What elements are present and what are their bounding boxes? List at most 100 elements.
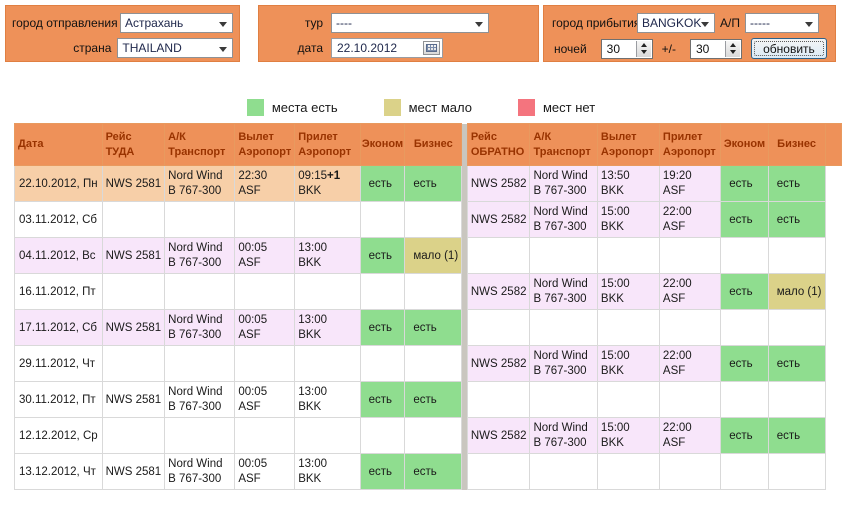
header-outbound-aircraft: А/К Транспорт xyxy=(164,123,236,166)
return-aircraft-cell: Nord Wind B 767-300 xyxy=(529,417,598,454)
nights-value: 30 xyxy=(606,41,621,56)
outbound-econom-cell: есть xyxy=(359,453,406,490)
return-econom-cell: есть xyxy=(720,417,769,454)
outbound-aircraft-cell xyxy=(164,417,236,454)
outbound-departure-cell: 00:05 ASF xyxy=(234,237,296,274)
outbound-arrival-cell xyxy=(294,273,361,310)
calendar-icon[interactable] xyxy=(423,41,440,55)
outbound-arrival-cell: 13:00 BKK xyxy=(294,237,361,274)
header-return-econom: Эконом xyxy=(720,123,769,166)
arrival-city-select[interactable]: BANGKOK xyxy=(637,13,715,33)
return-aircraft-cell: Nord Wind B 767-300 xyxy=(529,201,598,238)
return-departure-cell: 15:00 BKK xyxy=(596,345,660,382)
flight-row[interactable]: 29.11.2012, Чт NWS 2582 Nord Wind B 767-3… xyxy=(14,345,842,382)
chevron-down-icon xyxy=(219,22,227,27)
header-outbound-departure: Вылет Аэропорт xyxy=(234,123,296,166)
airport-value: ----- xyxy=(749,16,770,30)
return-flight-cell: NWS 2582 xyxy=(466,165,531,202)
flights-table-header: Дата Рейс ТУДА А/К Транспорт Вылет Аэроп… xyxy=(14,123,842,166)
return-business-cell xyxy=(767,453,826,490)
outbound-departure-cell xyxy=(234,201,296,238)
date-input[interactable]: 22.10.2012 xyxy=(331,38,443,58)
return-flight-cell xyxy=(466,237,531,274)
arrival-city-value: BANGKOK xyxy=(642,16,702,30)
flight-row[interactable]: 17.11.2012, Сб NWS 2581 Nord Wind B 767-3… xyxy=(14,309,842,346)
header-outbound-arrival: Прилет Аэропорт xyxy=(294,123,361,166)
date-cell: 13.12.2012, Чт xyxy=(14,453,103,490)
outbound-aircraft-cell xyxy=(164,345,236,382)
tour-select[interactable]: ---- xyxy=(331,13,489,33)
country-select[interactable]: THAILAND xyxy=(117,38,233,58)
row-gutter xyxy=(825,273,842,310)
outbound-econom-cell: есть xyxy=(359,165,406,202)
outbound-business-cell: есть xyxy=(404,381,463,418)
departure-city-select[interactable]: Астрахань xyxy=(120,13,233,33)
return-arrival-cell: 22:00 ASF xyxy=(658,417,722,454)
range-label: +/- xyxy=(661,41,676,56)
outbound-business-cell xyxy=(404,201,463,238)
outbound-aircraft-cell: Nord Wind B 767-300 xyxy=(164,453,236,490)
flight-row[interactable]: 22.10.2012, Пн NWS 2581 Nord Wind B 767-3… xyxy=(14,165,842,202)
return-arrival-cell: 22:00 ASF xyxy=(658,273,722,310)
update-button[interactable]: обновить xyxy=(750,38,827,59)
header-return-aircraft: А/К Транспорт xyxy=(529,123,598,166)
chevron-down-icon xyxy=(219,47,227,52)
date-value: 22.10.2012 xyxy=(337,41,398,55)
return-business-cell: есть xyxy=(767,417,826,454)
departure-city-label: город отправления xyxy=(12,16,118,30)
range-stepper[interactable]: 30 xyxy=(689,38,742,59)
flight-row[interactable]: 12.12.2012, Ср NWS 2582 Nord Wind B 767-3… xyxy=(14,417,842,454)
outbound-flight-cell: NWS 2581 xyxy=(101,165,166,202)
flights-table-body: 22.10.2012, Пн NWS 2581 Nord Wind B 767-3… xyxy=(14,165,842,490)
flight-row[interactable]: 13.12.2012, Чт NWS 2581 Nord Wind B 767-3… xyxy=(14,453,842,490)
nights-stepper[interactable]: 30 xyxy=(600,38,653,59)
flight-row[interactable]: 04.11.2012, Вс NWS 2581 Nord Wind B 767-3… xyxy=(14,237,842,274)
return-econom-cell xyxy=(720,381,769,418)
return-departure-cell xyxy=(596,381,660,418)
header-outbound-flight: Рейс ТУДА xyxy=(101,123,166,166)
outbound-econom-cell xyxy=(359,417,406,454)
tour-value: ---- xyxy=(336,16,352,30)
date-cell: 29.11.2012, Чт xyxy=(14,345,103,382)
return-departure-cell xyxy=(596,237,660,274)
table-divider xyxy=(461,237,468,274)
outbound-departure-cell: 00:05 ASF xyxy=(234,453,296,490)
nights-label: ночей xyxy=(554,41,587,56)
date-cell: 17.11.2012, Сб xyxy=(14,309,103,346)
header-gutter xyxy=(825,123,842,166)
return-flight-cell xyxy=(466,381,531,418)
table-divider xyxy=(461,453,468,490)
date-label: дата xyxy=(297,41,323,55)
legend-item-none: мест нет xyxy=(517,99,596,116)
return-aircraft-cell: Nord Wind B 767-300 xyxy=(529,165,598,202)
spinner-arrows-icon[interactable] xyxy=(724,40,740,57)
legend-item-available: места есть xyxy=(246,99,338,116)
flight-row[interactable]: 30.11.2012, Пт NWS 2581 Nord Wind B 767-3… xyxy=(14,381,842,418)
legend-label: мест нет xyxy=(542,100,596,115)
flight-row[interactable]: 16.11.2012, Пт NWS 2582 Nord Wind B 767-3… xyxy=(14,273,842,310)
flight-row[interactable]: 03.11.2012, Сб NWS 2582 Nord Wind B 767-3… xyxy=(14,201,842,238)
return-aircraft-cell: Nord Wind B 767-300 xyxy=(529,273,598,310)
outbound-departure-cell: 00:05 ASF xyxy=(234,381,296,418)
outbound-departure-cell: 22:30 ASF xyxy=(234,165,296,202)
return-departure-cell: 15:00 BKK xyxy=(596,201,660,238)
return-business-cell: есть xyxy=(767,201,826,238)
country-label: страна xyxy=(73,41,112,55)
outbound-econom-cell xyxy=(359,201,406,238)
outbound-econom-cell: есть xyxy=(359,237,406,274)
outbound-econom-cell xyxy=(359,345,406,382)
return-econom-cell xyxy=(720,453,769,490)
return-arrival-cell: 19:20 ASF xyxy=(658,165,722,202)
date-cell: 16.11.2012, Пт xyxy=(14,273,103,310)
return-flight-cell xyxy=(466,309,531,346)
spinner-arrows-icon[interactable] xyxy=(635,40,651,57)
table-divider xyxy=(461,165,468,202)
outbound-flight-cell xyxy=(101,273,166,310)
airport-select[interactable]: ----- xyxy=(744,13,819,33)
return-business-cell xyxy=(767,381,826,418)
country-value: THAILAND xyxy=(122,41,182,55)
khaki-swatch-icon xyxy=(383,99,401,116)
return-arrival-cell xyxy=(658,453,722,490)
outbound-departure-cell xyxy=(234,345,296,382)
date-cell: 30.11.2012, Пт xyxy=(14,381,103,418)
